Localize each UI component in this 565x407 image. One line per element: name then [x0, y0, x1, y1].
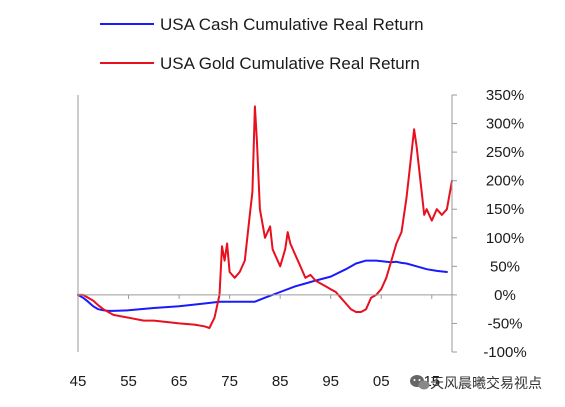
y-tick-label: 200% [486, 173, 524, 190]
cash-series-line [77, 259, 448, 312]
y-tick-label: 100% [486, 230, 524, 247]
y-tick-label: 250% [486, 144, 524, 161]
y-tick-label: 50% [490, 258, 520, 275]
x-tick-label: 45 [70, 373, 87, 390]
watermark: 天风晨曦交易视点 [410, 375, 542, 391]
legend: USA Cash Cumulative Real Return USA Gold… [100, 15, 424, 73]
x-tick-label: 75 [221, 373, 238, 390]
y-tick-label: 0% [494, 287, 516, 304]
y-tick-label: 300% [486, 116, 524, 133]
y-tick-label: 150% [486, 201, 524, 218]
series-layer [77, 105, 453, 329]
x-tick-label: 05 [373, 373, 390, 390]
legend-label-cash: USA Cash Cumulative Real Return [160, 15, 424, 34]
x-tick-label: 95 [322, 373, 339, 390]
x-tick-label: 55 [120, 373, 137, 390]
plot-area: 350% 300% 250% 200% 150% 100% 50% 0% -50% -100% 45… [70, 87, 527, 390]
x-tick-label: 65 [171, 373, 188, 390]
y-tick-label: -50% [487, 315, 522, 332]
watermark-text: 天风晨曦交易视点 [430, 375, 542, 391]
legend-label-gold: USA Gold Cumulative Real Return [160, 54, 420, 73]
legend-item-gold: USA Gold Cumulative Real Return [100, 54, 420, 73]
y-tick-label: 350% [486, 87, 524, 104]
y-tick-label: -100% [483, 344, 526, 361]
axes-layer: 350% 300% 250% 200% 150% 100% 50% 0% -50% -100% 45… [70, 87, 527, 390]
gold-series-line [77, 105, 453, 329]
legend-item-cash: USA Cash Cumulative Real Return [100, 15, 424, 34]
x-tick-label: 85 [272, 373, 289, 390]
wechat-icon [410, 375, 430, 390]
